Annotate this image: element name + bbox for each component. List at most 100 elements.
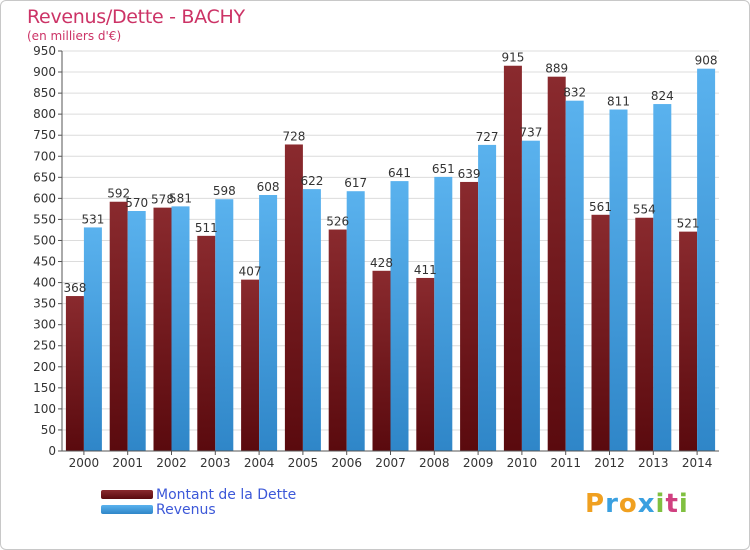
legend-item-dette: Montant de la Dette — [101, 486, 297, 503]
y-tick-label: 200 — [33, 360, 56, 374]
legend-swatch-dette — [101, 490, 153, 499]
y-tick-label: 100 — [33, 402, 56, 416]
logo-letter: P — [585, 489, 606, 519]
legend-label-dette: Montant de la Dette — [156, 486, 297, 503]
value-label-dette: 407 — [239, 265, 262, 279]
bar-dette — [503, 65, 522, 451]
x-tick-label: 2014 — [682, 456, 713, 470]
value-label-revenus: 622 — [300, 174, 323, 188]
y-tick-label: 50 — [41, 423, 56, 437]
value-label-revenus: 598 — [213, 184, 236, 198]
value-label-dette: 521 — [677, 217, 700, 231]
value-label-dette: 561 — [589, 200, 612, 214]
logo-letter: t — [665, 489, 679, 519]
logo-letter: r — [605, 489, 619, 519]
value-label-revenus: 737 — [519, 126, 542, 140]
y-tick-label: 450 — [33, 255, 56, 269]
bar-revenus — [478, 144, 497, 452]
value-label-revenus: 581 — [169, 191, 192, 205]
logo-letter: o — [618, 489, 638, 519]
y-tick-label: 350 — [33, 297, 56, 311]
bar-dette — [65, 296, 84, 451]
bar-dette — [197, 235, 216, 451]
value-label-revenus: 570 — [125, 196, 148, 210]
bar-revenus — [171, 206, 190, 451]
bar-revenus — [390, 181, 409, 451]
x-tick-label: 2013 — [638, 456, 669, 470]
bar-dette — [241, 279, 260, 451]
proxiti-logo: Proxiti — [585, 489, 689, 519]
bar-dette — [153, 207, 172, 451]
value-label-dette: 578 — [151, 193, 174, 207]
value-label-revenus: 908 — [695, 54, 718, 68]
bar-dette — [635, 217, 654, 451]
x-tick-label: 2011 — [550, 456, 581, 470]
y-tick-label: 250 — [33, 339, 56, 353]
x-tick-label: 2000 — [69, 456, 100, 470]
bar-revenus — [83, 227, 102, 451]
bar-revenus — [127, 211, 146, 451]
bar-dette — [679, 231, 698, 451]
value-label-revenus: 617 — [344, 176, 367, 190]
value-label-dette: 368 — [63, 281, 86, 295]
legend-item-revenus: Revenus — [101, 501, 296, 518]
y-tick-label: 0 — [48, 444, 56, 458]
bar-revenus — [346, 191, 365, 452]
value-label-revenus: 651 — [432, 162, 455, 176]
y-tick-label: 600 — [33, 191, 56, 205]
x-tick-label: 2012 — [594, 456, 625, 470]
bar-dette — [109, 201, 128, 451]
value-label-revenus: 811 — [607, 95, 630, 109]
logo-letter: x — [637, 489, 656, 519]
bar-dette — [460, 181, 479, 451]
value-label-revenus: 641 — [388, 166, 411, 180]
x-tick-label: 2008 — [419, 456, 450, 470]
bar-revenus — [697, 68, 716, 452]
value-label-dette: 428 — [370, 256, 393, 270]
chart-subtitle: (en milliers d'€) — [27, 29, 122, 43]
logo-letter: i — [655, 489, 666, 519]
y-tick-label: 900 — [33, 65, 56, 79]
logo-letter: i — [678, 489, 689, 519]
value-label-dette: 915 — [501, 51, 524, 65]
value-label-dette: 411 — [414, 263, 437, 277]
y-tick-label: 500 — [33, 233, 56, 247]
x-tick-label: 2005 — [288, 456, 319, 470]
bar-revenus — [521, 140, 540, 451]
x-tick-label: 2010 — [507, 456, 538, 470]
bar-dette — [284, 144, 303, 451]
x-tick-label: 2003 — [200, 456, 231, 470]
bar-dette — [547, 76, 566, 452]
value-label-revenus: 608 — [257, 180, 280, 194]
x-tick-label: 2007 — [375, 456, 406, 470]
bar-dette — [372, 270, 391, 451]
value-label-dette: 639 — [458, 167, 481, 181]
chart-title: Revenus/Dette - BACHY — [27, 6, 245, 28]
bar-dette — [591, 214, 610, 451]
value-label-revenus: 727 — [476, 130, 499, 144]
x-tick-label: 2002 — [156, 456, 187, 470]
bar-dette — [328, 229, 347, 451]
bar-revenus — [434, 176, 453, 452]
value-label-revenus: 824 — [651, 89, 674, 103]
bar-revenus — [302, 189, 321, 451]
y-tick-label: 850 — [33, 86, 56, 100]
bar-revenus — [259, 195, 278, 451]
x-tick-label: 2006 — [331, 456, 362, 470]
y-tick-label: 150 — [33, 381, 56, 395]
value-label-dette: 728 — [282, 129, 305, 143]
y-tick-label: 300 — [33, 318, 56, 332]
value-label-dette: 554 — [633, 203, 656, 217]
bar-revenus — [215, 199, 234, 451]
value-label-dette: 592 — [107, 187, 130, 201]
x-tick-label: 2009 — [463, 456, 494, 470]
value-label-dette: 889 — [545, 62, 568, 76]
legend-label-revenus: Revenus — [156, 501, 216, 518]
y-tick-label: 550 — [33, 212, 56, 226]
y-tick-label: 700 — [33, 149, 56, 163]
value-label-dette: 511 — [195, 221, 218, 235]
value-label-revenus: 531 — [81, 212, 104, 226]
legend: Montant de la Dette Revenus — [101, 486, 297, 518]
